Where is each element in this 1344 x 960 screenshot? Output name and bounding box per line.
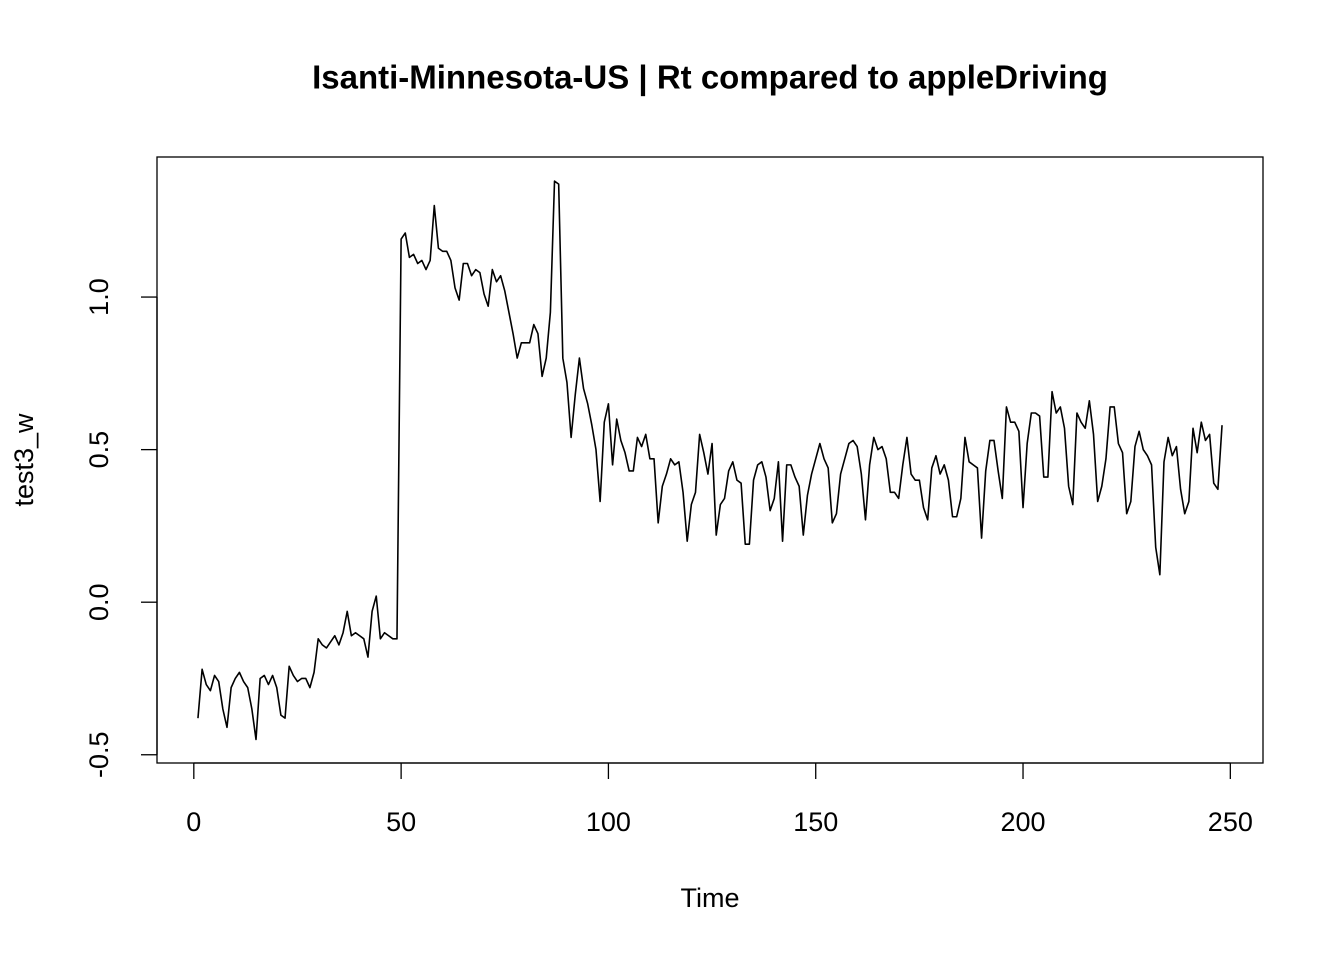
y-tick-label: 0.5 [84, 431, 114, 469]
x-axis-label: Time [681, 883, 740, 913]
x-tick-label: 200 [1000, 807, 1045, 837]
data-line [197, 180, 1223, 741]
x-tick-label: 150 [793, 807, 838, 837]
y-tick-label: 0.0 [84, 583, 114, 621]
y-tick-label: 1.0 [84, 278, 114, 316]
y-tick-label: -0.5 [84, 731, 114, 778]
x-tick-label: 250 [1208, 807, 1253, 837]
x-tick-label: 50 [386, 807, 416, 837]
chart-title: Isanti-Minnesota-US | Rt compared to app… [312, 59, 1108, 96]
x-tick-label: 100 [586, 807, 631, 837]
x-tick-label: 0 [186, 807, 201, 837]
y-axis-label: test3_w [9, 413, 39, 507]
